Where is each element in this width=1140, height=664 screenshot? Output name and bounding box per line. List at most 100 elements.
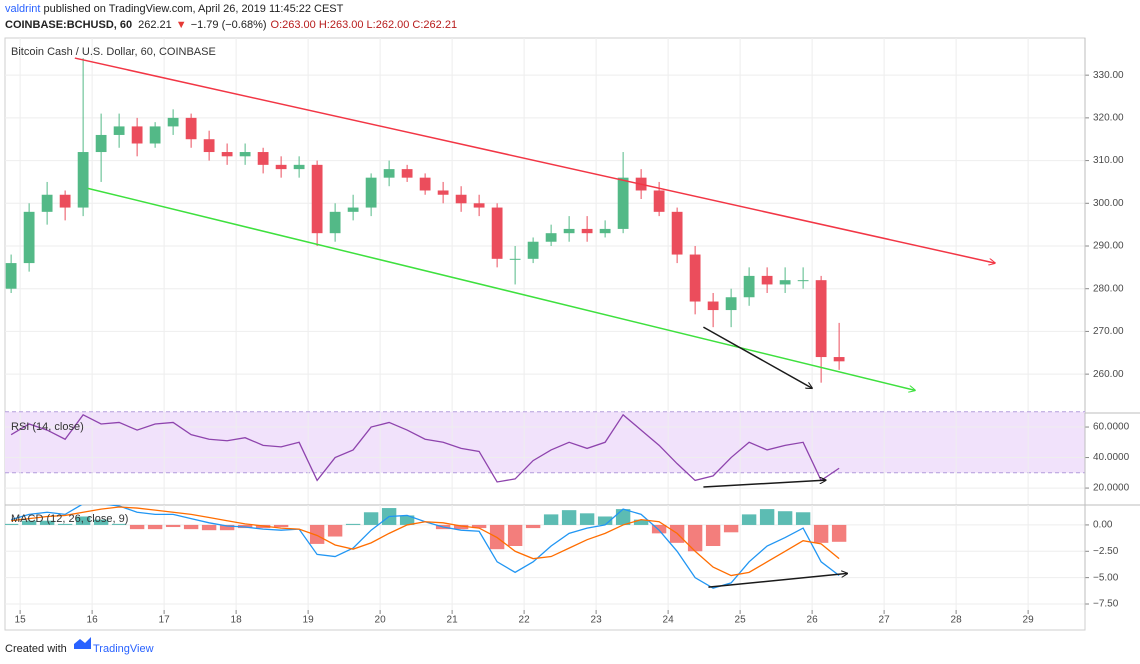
- plot-frame: [4, 37, 1086, 631]
- footer-brand: TradingView: [93, 643, 154, 655]
- y-tick-label: −2.50: [1093, 546, 1119, 557]
- histogram-bar: [561, 510, 577, 525]
- y-tick-label: 0.00: [1093, 520, 1113, 531]
- pane-title: Bitcoin Cash / U.S. Dollar, 60, COINBASE: [11, 46, 216, 58]
- histogram-bar: [183, 524, 199, 530]
- change: −1.79 (−0.68%): [191, 19, 267, 31]
- candle-body: [815, 280, 827, 358]
- candle-body: [149, 126, 161, 144]
- candle-body: [221, 152, 233, 157]
- candle-body: [545, 233, 557, 242]
- candle-body: [527, 241, 539, 259]
- histogram-bar: [57, 523, 73, 525]
- trend-line: [87, 187, 915, 390]
- histogram-bar: [363, 512, 379, 525]
- candle-body: [257, 152, 269, 165]
- histogram-bar: [831, 524, 847, 542]
- histogram-bar: [453, 524, 469, 530]
- candle-body: [689, 254, 701, 302]
- candle-body: [5, 263, 17, 289]
- x-tick-label: 22: [519, 615, 531, 626]
- histogram-bar: [543, 514, 559, 525]
- candle-body: [113, 126, 125, 135]
- rsi-band: [5, 411, 1085, 473]
- y-tick-label: 310.00: [1093, 155, 1124, 166]
- y-tick-label: 330.00: [1093, 70, 1124, 81]
- candle-body: [275, 164, 287, 170]
- x-tick-label: 17: [159, 615, 171, 626]
- series-line: [11, 506, 840, 577]
- y-tick-label: 270.00: [1093, 326, 1124, 337]
- candle-body: [761, 275, 773, 285]
- histogram-bar: [813, 524, 829, 543]
- histogram-bar: [471, 524, 487, 529]
- y-tick-label: 320.00: [1093, 113, 1124, 124]
- pane: 260.00 270.00 280.00 290.00 300.00 310.00 320.…: [5, 38, 1124, 413]
- histogram-bar: [597, 516, 613, 525]
- x-tick-label: 25: [735, 615, 747, 626]
- candle-body: [419, 177, 431, 191]
- candle-body: [77, 152, 89, 208]
- candle-body: [779, 280, 791, 285]
- candle-body: [185, 117, 197, 140]
- candle-body: [671, 211, 683, 255]
- candle-body: [41, 194, 53, 212]
- x-tick-label: 24: [663, 615, 675, 626]
- pane: 20.0000 40.0000 60.0000 RSI (14, close): [5, 411, 1140, 505]
- x-tick-label: 15: [15, 615, 27, 626]
- candle-body: [311, 164, 323, 234]
- author: valdrint: [5, 3, 40, 15]
- change-arrow: ▼: [176, 19, 187, 31]
- candle-body: [473, 203, 485, 208]
- candle-body: [725, 297, 737, 311]
- candle-body: [509, 258, 521, 260]
- histogram-bar: [147, 524, 163, 530]
- x-tick-label: 29: [1023, 615, 1035, 626]
- histogram-bar: [165, 524, 181, 528]
- series-group: [5, 58, 845, 383]
- histogram-bar: [21, 520, 37, 525]
- candle-body: [653, 190, 665, 212]
- histogram-bar: [399, 515, 415, 525]
- histogram-bar: [615, 509, 631, 525]
- x-tick-label: 20: [375, 615, 387, 626]
- x-tick-label: 27: [879, 615, 891, 626]
- symbol-line: COINBASE:BCHUSD, 60 262.21 ▼ −1.79 (−0.68%)…: [5, 19, 457, 31]
- histogram-bar: [201, 524, 217, 531]
- candle-body: [707, 301, 719, 311]
- candle-body: [365, 177, 377, 208]
- pane-title: MACD (12, 26, close, 9): [11, 513, 128, 525]
- y-tick-label: 20.0000: [1093, 483, 1130, 494]
- histogram-bar: [129, 524, 145, 530]
- y-tick-label: 300.00: [1093, 198, 1124, 209]
- pane-title: RSI (14, close): [11, 421, 84, 433]
- y-tick-label: 40.0000: [1093, 452, 1130, 463]
- histogram-bar: [741, 514, 757, 525]
- candle-body: [203, 139, 215, 153]
- candle-body: [293, 164, 305, 170]
- histogram-bar: [219, 524, 235, 531]
- candle-body: [743, 275, 755, 298]
- candle-body: [833, 357, 845, 362]
- histogram-bar: [5, 523, 19, 525]
- histogram-bar: [39, 520, 55, 525]
- histogram-bar: [507, 524, 523, 547]
- footer-created: Created with: [5, 643, 67, 655]
- x-tick-label: 28: [951, 615, 963, 626]
- histogram-bar: [327, 524, 343, 537]
- series-line: [10, 413, 840, 483]
- histogram-bar: [759, 509, 775, 525]
- candle-body: [95, 134, 107, 153]
- histogram-bar: [633, 519, 649, 525]
- candle-body: [239, 152, 251, 157]
- x-tick-label: 18: [231, 615, 243, 626]
- x-tick-label: 23: [591, 615, 603, 626]
- y-tick-label: 290.00: [1093, 241, 1124, 252]
- series-group: [5, 505, 847, 589]
- histogram-bar: [309, 524, 325, 544]
- candle-body: [59, 194, 71, 208]
- histogram-bar: [93, 519, 109, 525]
- candle-body: [383, 169, 395, 178]
- histogram-bar: [345, 523, 361, 525]
